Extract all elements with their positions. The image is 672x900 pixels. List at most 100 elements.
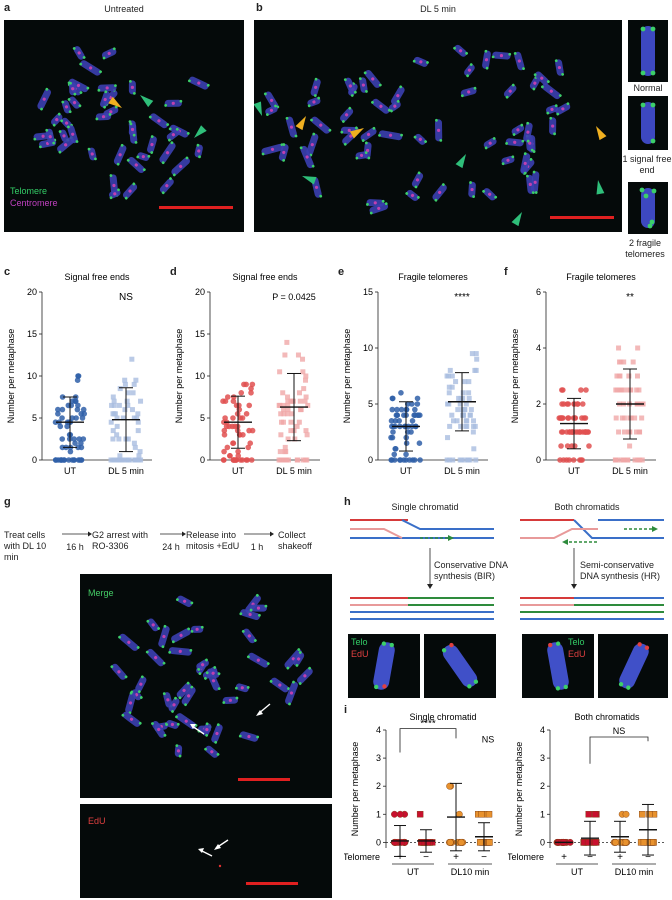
data-point — [232, 423, 238, 430]
chromosome — [529, 76, 540, 91]
chromosome — [66, 125, 79, 144]
y-tick-label: 10 — [195, 371, 205, 381]
data-point — [59, 415, 65, 421]
data-point — [239, 457, 246, 463]
data-point — [472, 423, 478, 429]
data-point — [449, 373, 455, 379]
telomere-sign: + — [617, 852, 623, 863]
significance-label: P = 0.0425 — [272, 292, 316, 302]
inset-signal-free-label: 1 signal free end — [622, 154, 672, 175]
data-point — [277, 449, 283, 455]
chromosome — [358, 77, 368, 93]
synthesis-arrow — [448, 535, 454, 541]
data-point — [616, 429, 622, 435]
signal — [374, 684, 379, 690]
y-tick-label: 4 — [540, 725, 545, 735]
y-tick-label: 20 — [195, 287, 205, 297]
chromosome — [549, 116, 557, 136]
data-point — [579, 401, 586, 407]
chromosome — [261, 143, 284, 156]
data-point — [285, 394, 291, 400]
data-point — [564, 443, 571, 449]
data-point — [133, 377, 139, 383]
duration-1h: 1 h — [250, 542, 264, 552]
data-point — [235, 448, 241, 455]
data-point — [411, 457, 418, 463]
data-point — [301, 386, 307, 392]
chromosome — [411, 171, 424, 189]
data-point — [122, 381, 128, 387]
data-point — [127, 457, 133, 463]
chart-title: Single chromatid — [409, 712, 476, 722]
data-point — [560, 401, 567, 407]
group-label: UT — [571, 867, 583, 877]
data-point — [424, 839, 431, 846]
chromosome — [175, 595, 194, 607]
x-tick-label: UT — [568, 466, 580, 476]
inset-normal-label: Normal — [633, 83, 663, 93]
data-point — [463, 401, 469, 407]
chromosome — [121, 711, 142, 727]
data-point — [444, 457, 450, 463]
signal — [389, 642, 394, 648]
h-single-2 — [424, 634, 496, 698]
data-point — [108, 457, 114, 463]
data-point — [620, 457, 626, 463]
chromosome — [453, 44, 468, 57]
data-point — [297, 398, 303, 404]
data-point — [557, 457, 563, 463]
chromosome — [125, 691, 136, 715]
data-point — [280, 419, 286, 425]
chart-i-single: Single chromatid 0 1 2 3 4 Number per metaphas… — [344, 712, 500, 877]
x-tick-label: DL 5 min — [108, 466, 144, 476]
chromosome — [360, 126, 377, 142]
data-point — [80, 436, 87, 442]
chart-title: Fragile telomeres — [566, 272, 636, 282]
chromosome — [355, 151, 368, 160]
signal — [563, 684, 568, 690]
chromosome — [245, 593, 261, 615]
chromosome — [285, 680, 298, 706]
chromosome — [378, 130, 403, 141]
data-point — [389, 434, 396, 441]
y-axis-label: Number per metaphase — [510, 329, 520, 424]
signal — [555, 686, 561, 691]
panel-letter-e: e — [338, 266, 345, 278]
merge-label: Merge — [88, 588, 114, 598]
legend-centromere: Centromere — [10, 198, 58, 208]
telomere-signal — [639, 187, 645, 193]
panel-letter-h: h — [344, 496, 351, 508]
data-point — [111, 402, 117, 408]
signal — [644, 645, 650, 650]
data-point — [622, 810, 630, 818]
data-point — [646, 811, 653, 818]
data-point — [574, 401, 581, 407]
y-axis-label: Number per metaphase — [6, 329, 16, 424]
chromosome — [265, 104, 278, 116]
significance-label: ** — [626, 292, 634, 303]
data-point — [235, 453, 242, 459]
data-point — [284, 457, 290, 463]
duration-24h: 24 h — [162, 542, 180, 552]
data-point — [111, 398, 117, 404]
data-point — [627, 443, 633, 449]
chromosome — [363, 70, 382, 88]
data-point — [227, 453, 233, 459]
telo-label: Telo — [351, 637, 368, 647]
micrograph-untreated: Telomere Centromere — [4, 20, 244, 232]
data-point — [559, 387, 565, 393]
chart-e: Fragile telomeres 0 5 10 15 Number per metaph… — [342, 272, 488, 476]
arrowhead-marker — [140, 95, 154, 108]
chart-f: Fragile telomeres 0 2 4 6 Number per metaphas… — [510, 272, 656, 476]
data-point — [278, 432, 284, 438]
data-point — [122, 407, 128, 413]
telomere-row-label: Telomere — [344, 852, 380, 862]
data-point — [457, 401, 463, 407]
chromosome — [168, 696, 180, 713]
telomere-signal — [640, 102, 646, 108]
group-label: DL10 min — [451, 867, 490, 877]
data-point — [469, 351, 475, 357]
data-point — [303, 377, 309, 383]
chromosome-spread-merge — [110, 593, 313, 758]
chromosome — [366, 199, 385, 207]
